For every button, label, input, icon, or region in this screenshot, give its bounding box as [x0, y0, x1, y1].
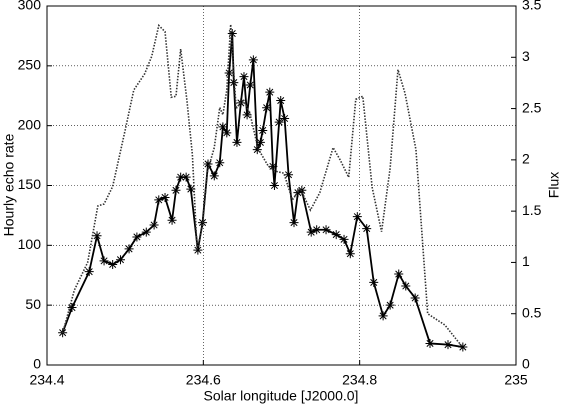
data-point [124, 244, 134, 254]
y2-tick-label: 1 [522, 253, 530, 269]
data-point [293, 188, 303, 198]
y-tick-label: 250 [18, 57, 42, 73]
data-point [321, 225, 331, 235]
y2-tick-label: 3.5 [522, 0, 542, 13]
y-tick-label: 0 [33, 356, 41, 372]
data-point [218, 122, 228, 132]
y2-tick-label: 2.5 [522, 99, 542, 115]
data-point [227, 29, 237, 39]
data-point [289, 218, 299, 228]
data-point [385, 300, 395, 310]
data-point [245, 80, 255, 90]
data-point [410, 293, 420, 303]
y2-tick-label: 3 [522, 48, 530, 64]
y-tick-label: 300 [18, 0, 42, 13]
y-tick-label: 100 [18, 236, 42, 252]
data-point [352, 212, 362, 222]
y2-tick-label: 0 [522, 356, 530, 372]
data-point [222, 128, 232, 138]
data-point [284, 170, 294, 180]
series-line [61, 23, 463, 348]
y-tick-label: 50 [25, 296, 41, 312]
data-point [265, 87, 275, 97]
y2-tick-label: 0.5 [522, 304, 542, 320]
data-point [401, 281, 411, 291]
data-point [443, 340, 453, 350]
x-axis-label: Solar longitude [J2000.0] [204, 388, 359, 404]
data-point [149, 220, 159, 230]
data-point [369, 277, 379, 287]
data-point [280, 113, 290, 123]
y2-axis-label: Flux [546, 172, 562, 198]
data-point [203, 159, 213, 169]
data-point [99, 256, 109, 266]
data-point [425, 338, 435, 348]
data-point [258, 125, 268, 135]
data-point [171, 185, 181, 195]
data-point [262, 103, 272, 113]
data-point [458, 342, 468, 352]
y-tick-label: 200 [18, 116, 42, 132]
data-point [232, 137, 242, 147]
data-point [167, 215, 177, 225]
data-point [115, 255, 125, 265]
data-point [67, 303, 77, 313]
data-point [306, 227, 316, 237]
data-point [268, 161, 278, 171]
data-point [193, 245, 203, 255]
x-tick-label: 234.4 [29, 372, 64, 388]
data-point [378, 311, 388, 321]
data-point [331, 230, 341, 240]
data-point [345, 249, 355, 259]
y-axis-label: Hourly echo rate [1, 133, 17, 236]
data-point [242, 110, 252, 120]
data-point [176, 172, 186, 182]
y2-tick-label: 2 [522, 151, 530, 167]
data-point [362, 224, 372, 234]
x-tick-label: 234.6 [186, 372, 221, 388]
data-point [224, 68, 234, 78]
data-point [92, 231, 102, 241]
data-point [312, 225, 322, 235]
data-point [394, 269, 404, 279]
data-point [276, 96, 286, 106]
data-point [255, 137, 265, 147]
data-point [186, 184, 196, 194]
data-point [248, 55, 258, 65]
data-point [209, 171, 219, 181]
data-point [141, 227, 151, 237]
data-point [215, 158, 225, 168]
data-point [339, 234, 349, 244]
data-point [108, 259, 118, 269]
data-point [252, 145, 262, 155]
data-point [274, 117, 284, 127]
data-point [181, 172, 191, 182]
data-point [84, 267, 94, 277]
data-point [132, 232, 142, 242]
data-point [269, 181, 279, 190]
series-line [61, 33, 463, 348]
y2-tick-label: 1.5 [522, 202, 542, 218]
data-point [160, 192, 170, 202]
data-point [239, 72, 249, 82]
data-point [154, 195, 164, 205]
y-tick-label: 150 [18, 176, 42, 192]
x-tick-label: 234.8 [342, 372, 377, 388]
x-tick-label: 235 [504, 372, 528, 388]
